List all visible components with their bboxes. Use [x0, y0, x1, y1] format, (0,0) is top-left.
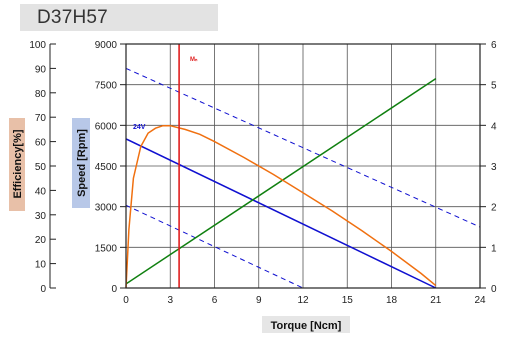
x-tick-label: 24	[474, 295, 486, 306]
efficiency-tick-label: 30	[35, 211, 47, 222]
speed-tick-label: 4500	[95, 162, 118, 173]
torque-axis-title: Torque [Ncm]	[271, 320, 342, 332]
speed-lower-line	[125, 204, 304, 289]
right-tick-label: 3	[491, 162, 497, 173]
right-tick-label: 5	[491, 81, 497, 92]
chart-title: D37H57	[37, 7, 108, 28]
efficiency-axis-title: Efficiency[%]	[12, 129, 24, 198]
x-tick-label: 15	[342, 295, 354, 306]
speed-tick-label: 9000	[95, 40, 118, 51]
speed-axis-label: Speed [Rpm]	[72, 118, 90, 208]
right-tick-label: 0	[491, 284, 497, 295]
efficiency-axis-label: Efficiency[%]	[9, 118, 25, 211]
voltage-label: 24V	[133, 124, 146, 131]
x-tick-label: 0	[123, 295, 129, 306]
speed-tick-label: 7500	[95, 81, 118, 92]
series-layer	[125, 44, 481, 289]
efficiency-tick-label: 100	[29, 40, 46, 51]
efficiency-line	[125, 124, 437, 289]
right-tick-label: 1	[491, 243, 497, 254]
x-tick-label: 18	[386, 295, 398, 306]
efficiency-axis: 0 10 20 30 40 50 60 70 80 90 100	[29, 40, 56, 295]
right-tick-label: 4	[491, 121, 497, 132]
efficiency-tick-label: 20	[35, 235, 47, 246]
x-tick-label: 6	[212, 295, 218, 306]
efficiency-tick-label: 0	[40, 284, 46, 295]
speed-tick-label: 0	[111, 284, 117, 295]
right-tick-label: 2	[491, 203, 497, 214]
title-box: D37H57	[20, 4, 218, 31]
x-tick-label: 21	[430, 295, 442, 306]
efficiency-tick-label: 80	[35, 89, 47, 100]
current-line	[125, 77, 437, 285]
speed-tick-label: 6000	[95, 121, 118, 132]
efficiency-tick-label: 90	[35, 64, 47, 75]
efficiency-tick-label: 60	[35, 138, 47, 149]
tick-labels: 0 3 6 9 12 15 18 21 2401500300045006000750090000…	[95, 40, 497, 306]
x-tick-label: 12	[297, 295, 309, 306]
efficiency-tick-label: 50	[35, 162, 47, 173]
speed-upper-line	[125, 67, 481, 228]
rated-torque-label: Mₙ	[190, 57, 198, 63]
speed-tick-label: 1500	[95, 243, 118, 254]
x-tick-label: 3	[167, 295, 173, 306]
efficiency-tick-label: 40	[35, 186, 47, 197]
right-tick-label: 6	[491, 40, 497, 51]
efficiency-tick-label: 10	[35, 260, 47, 271]
speed-tick-label: 3000	[95, 203, 118, 214]
x-tick-label: 9	[256, 295, 262, 306]
speed-line	[125, 138, 437, 289]
efficiency-tick-label: 70	[35, 113, 47, 124]
torque-axis-label: Torque [Ncm]	[262, 316, 350, 333]
speed-axis-title: Speed [Rpm]	[76, 129, 88, 197]
